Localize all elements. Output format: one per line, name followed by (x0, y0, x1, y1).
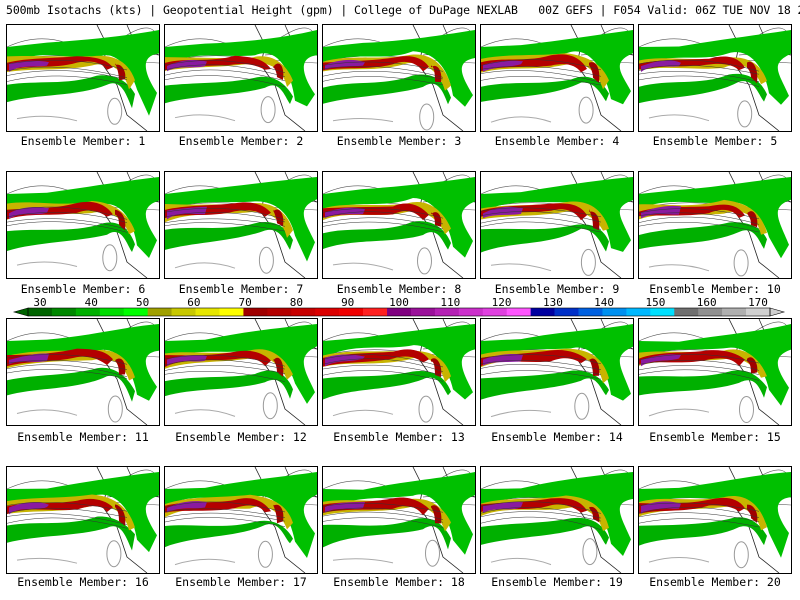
ensemble-map-panel (480, 318, 634, 426)
ensemble-map-panel (638, 318, 792, 426)
colorbar-end-arrow (12, 307, 29, 317)
colorbar-tick-label: 160 (696, 296, 717, 309)
ensemble-member-label: Ensemble Member: 8 (336, 282, 462, 296)
colorbar-tick-label: 90 (341, 296, 355, 309)
ensemble-map-panel (164, 318, 318, 426)
colorbar-tick-label: 40 (84, 296, 98, 309)
colorbar-swatch (674, 308, 699, 316)
ensemble-map-panel (480, 171, 634, 279)
ensemble-map-panel (6, 24, 160, 132)
ensemble-member-label: Ensemble Member: 4 (494, 134, 620, 148)
colorbar-swatch (722, 308, 747, 316)
colorbar-swatch (506, 308, 531, 316)
colorbar-swatch (578, 308, 603, 316)
ensemble-member-label: Ensemble Member: 3 (336, 134, 462, 148)
colorbar-swatch (482, 308, 508, 316)
colorbar-swatch (291, 308, 316, 316)
colorbar-swatch (28, 308, 53, 316)
colorbar-tick-label: 60 (187, 296, 201, 309)
colorbar-tick-label: 70 (238, 296, 252, 309)
colorbar-swatch (243, 308, 268, 316)
ensemble-member-label: Ensemble Member: 14 (491, 430, 623, 444)
ensemble-member-label: Ensemble Member: 16 (17, 575, 149, 589)
ensemble-map-panel (480, 466, 634, 574)
colorbar-swatch (195, 308, 220, 316)
ensemble-map-panel (480, 24, 634, 132)
colorbar-swatch (434, 308, 460, 316)
ensemble-member-label: Ensemble Member: 17 (175, 575, 307, 589)
ensemble-member-label: Ensemble Member: 1 (20, 134, 146, 148)
ensemble-member-label: Ensemble Member: 5 (652, 134, 778, 148)
colorbar-swatch (171, 308, 196, 316)
colorbar-swatch (267, 308, 292, 316)
colorbar-swatch (219, 308, 244, 316)
colorbar-swatch (530, 308, 555, 316)
ensemble-member-label: Ensemble Member: 11 (17, 430, 149, 444)
colorbar-tick-label: 30 (33, 296, 47, 309)
ensemble-map-panel (322, 466, 476, 574)
colorbar-swatch (698, 308, 723, 316)
ensemble-map-panel (322, 171, 476, 279)
ensemble-map-panel (322, 318, 476, 426)
colorbar-swatch (410, 308, 436, 316)
ensemble-map-panel (164, 171, 318, 279)
colorbar-swatch (315, 308, 340, 316)
ensemble-map-panel (164, 24, 318, 132)
chart-title: 500mb Isotachs (kts) | Geopotential Heig… (6, 3, 800, 17)
ensemble-member-label: Ensemble Member: 12 (175, 430, 307, 444)
ensemble-map-panel (6, 466, 160, 574)
colorbar-tick-label: 130 (542, 296, 563, 309)
colorbar-swatch (602, 308, 627, 316)
colorbar-swatch (99, 308, 125, 316)
ensemble-map-panel (164, 466, 318, 574)
ensemble-member-label: Ensemble Member: 18 (333, 575, 465, 589)
colorbar-swatch (626, 308, 651, 316)
ensemble-member-label: Ensemble Member: 9 (494, 282, 620, 296)
colorbar-tick-label: 80 (289, 296, 304, 309)
colorbar-tick-label: 110 (440, 296, 461, 309)
colorbar-swatch (51, 308, 77, 316)
ensemble-member-label: Ensemble Member: 10 (649, 282, 781, 296)
colorbar-swatch (746, 308, 771, 316)
ensemble-map-panel (6, 171, 160, 279)
ensemble-member-label: Ensemble Member: 13 (333, 430, 465, 444)
ensemble-member-label: Ensemble Member: 2 (178, 134, 304, 148)
ensemble-member-label: Ensemble Member: 7 (178, 282, 304, 296)
ensemble-member-label: Ensemble Member: 20 (649, 575, 781, 589)
colorbar-tick-label: 100 (389, 296, 409, 309)
colorbar-tick-label: 120 (491, 296, 512, 309)
colorbar-swatch (554, 308, 579, 316)
colorbar-tick-label: 50 (135, 296, 150, 309)
colorbar-swatch (123, 308, 148, 316)
colorbar-tick-label: 170 (748, 296, 768, 309)
colorbar-tick-label: 140 (594, 296, 615, 309)
colorbar-tick-label: 150 (645, 296, 666, 309)
ensemble-map-panel (6, 318, 160, 426)
ensemble-map-panel (322, 24, 476, 132)
ensemble-member-label: Ensemble Member: 19 (491, 575, 623, 589)
colorbar-swatch (387, 308, 412, 316)
ensemble-member-label: Ensemble Member: 15 (649, 430, 781, 444)
ensemble-map-panel (638, 24, 792, 132)
colorbar-swatch (363, 308, 388, 316)
colorbar-swatch (147, 308, 172, 316)
colorbar-swatch (75, 308, 101, 316)
colorbar-swatch (650, 308, 675, 316)
colorbar-border (27, 307, 771, 317)
ensemble-map-panel (638, 466, 792, 574)
colorbar-swatch (458, 308, 484, 316)
ensemble-member-label: Ensemble Member: 6 (20, 282, 146, 296)
colorbar-end-arrow (769, 307, 786, 317)
ensemble-map-panel (638, 171, 792, 279)
colorbar-swatch (339, 308, 364, 316)
